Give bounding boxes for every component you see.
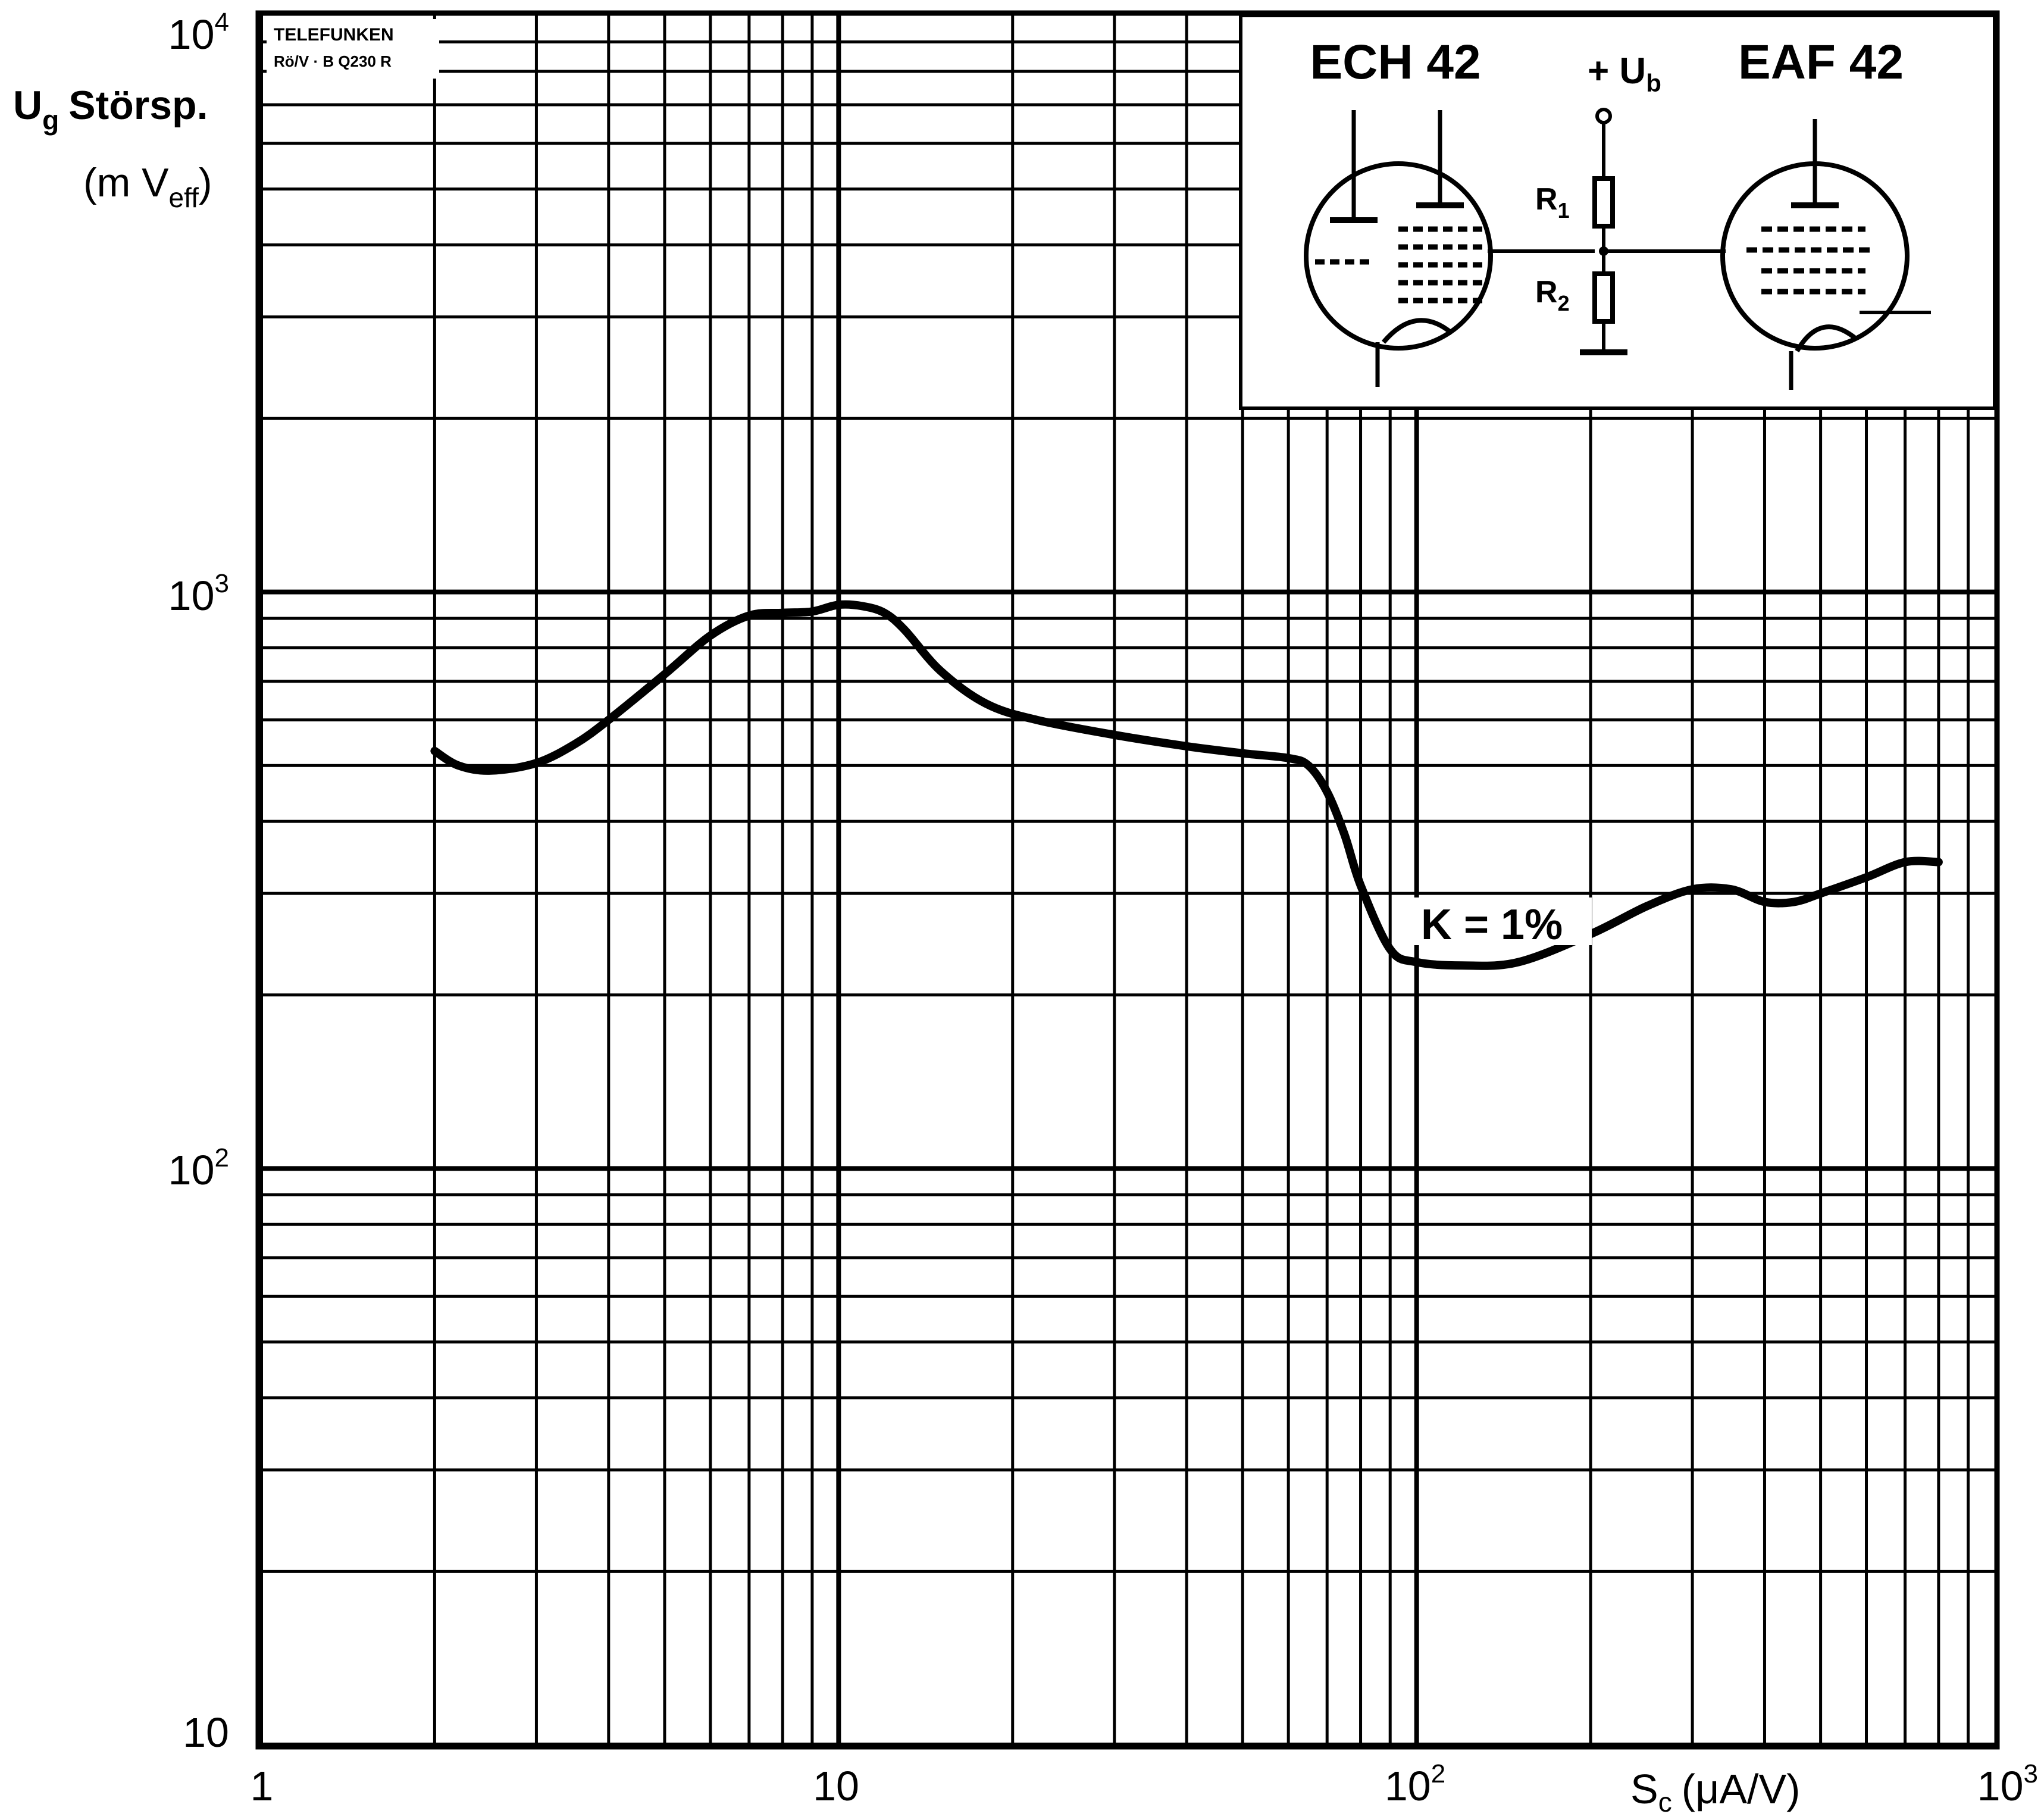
r2-label: R2 xyxy=(1535,275,1570,315)
r1-label: R1 xyxy=(1535,182,1570,223)
x-tick-labels: 1 10 102 103 xyxy=(251,1759,2038,1809)
y-tick-label: 102 xyxy=(168,1143,229,1193)
y-tick-label: 104 xyxy=(168,8,229,58)
tube-label-ech42: ECH 42 xyxy=(1310,35,1480,89)
series-line-k1 xyxy=(430,600,1943,970)
x-tick-label: 10 xyxy=(813,1763,859,1809)
y-axis-label-line1: Ug Störsp. xyxy=(13,83,208,136)
x-tick-label: 1 xyxy=(251,1763,274,1809)
y-tick-label: 103 xyxy=(168,569,229,619)
annotation-bg xyxy=(1413,897,1592,945)
header-mark: TELEFUNKEN Rö/V · B Q230 R xyxy=(267,19,439,79)
tube-label-eaf42: EAF 42 xyxy=(1738,35,1904,89)
header-mark-line1: TELEFUNKEN xyxy=(274,25,394,45)
plot-frame xyxy=(255,10,2000,1750)
y-tick-label: 10 xyxy=(183,1709,229,1756)
supply-label: + Ub xyxy=(1588,51,1661,97)
curve-annotation: K = 1% xyxy=(1421,901,1563,949)
x-axis-label: Sc (μA/V) xyxy=(1630,1766,1800,1817)
grid xyxy=(258,15,1995,1747)
y-axis-label-line2: (m Veff) xyxy=(83,160,212,213)
x-tick-label: 102 xyxy=(1385,1759,1445,1809)
tube-symbol-ech42 xyxy=(1304,110,1595,387)
y-tick-labels: 10 102 103 104 xyxy=(168,8,229,1756)
header-mark-line2: Rö/V · B Q230 R xyxy=(274,52,392,70)
inset-schematic: ECH 42 EAF 42 + Ub R1 R2 xyxy=(1239,14,1996,410)
tube-symbol-eaf42 xyxy=(1720,119,1931,390)
x-tick-label: 103 xyxy=(1977,1759,2038,1809)
resistor-divider xyxy=(1580,108,1726,355)
